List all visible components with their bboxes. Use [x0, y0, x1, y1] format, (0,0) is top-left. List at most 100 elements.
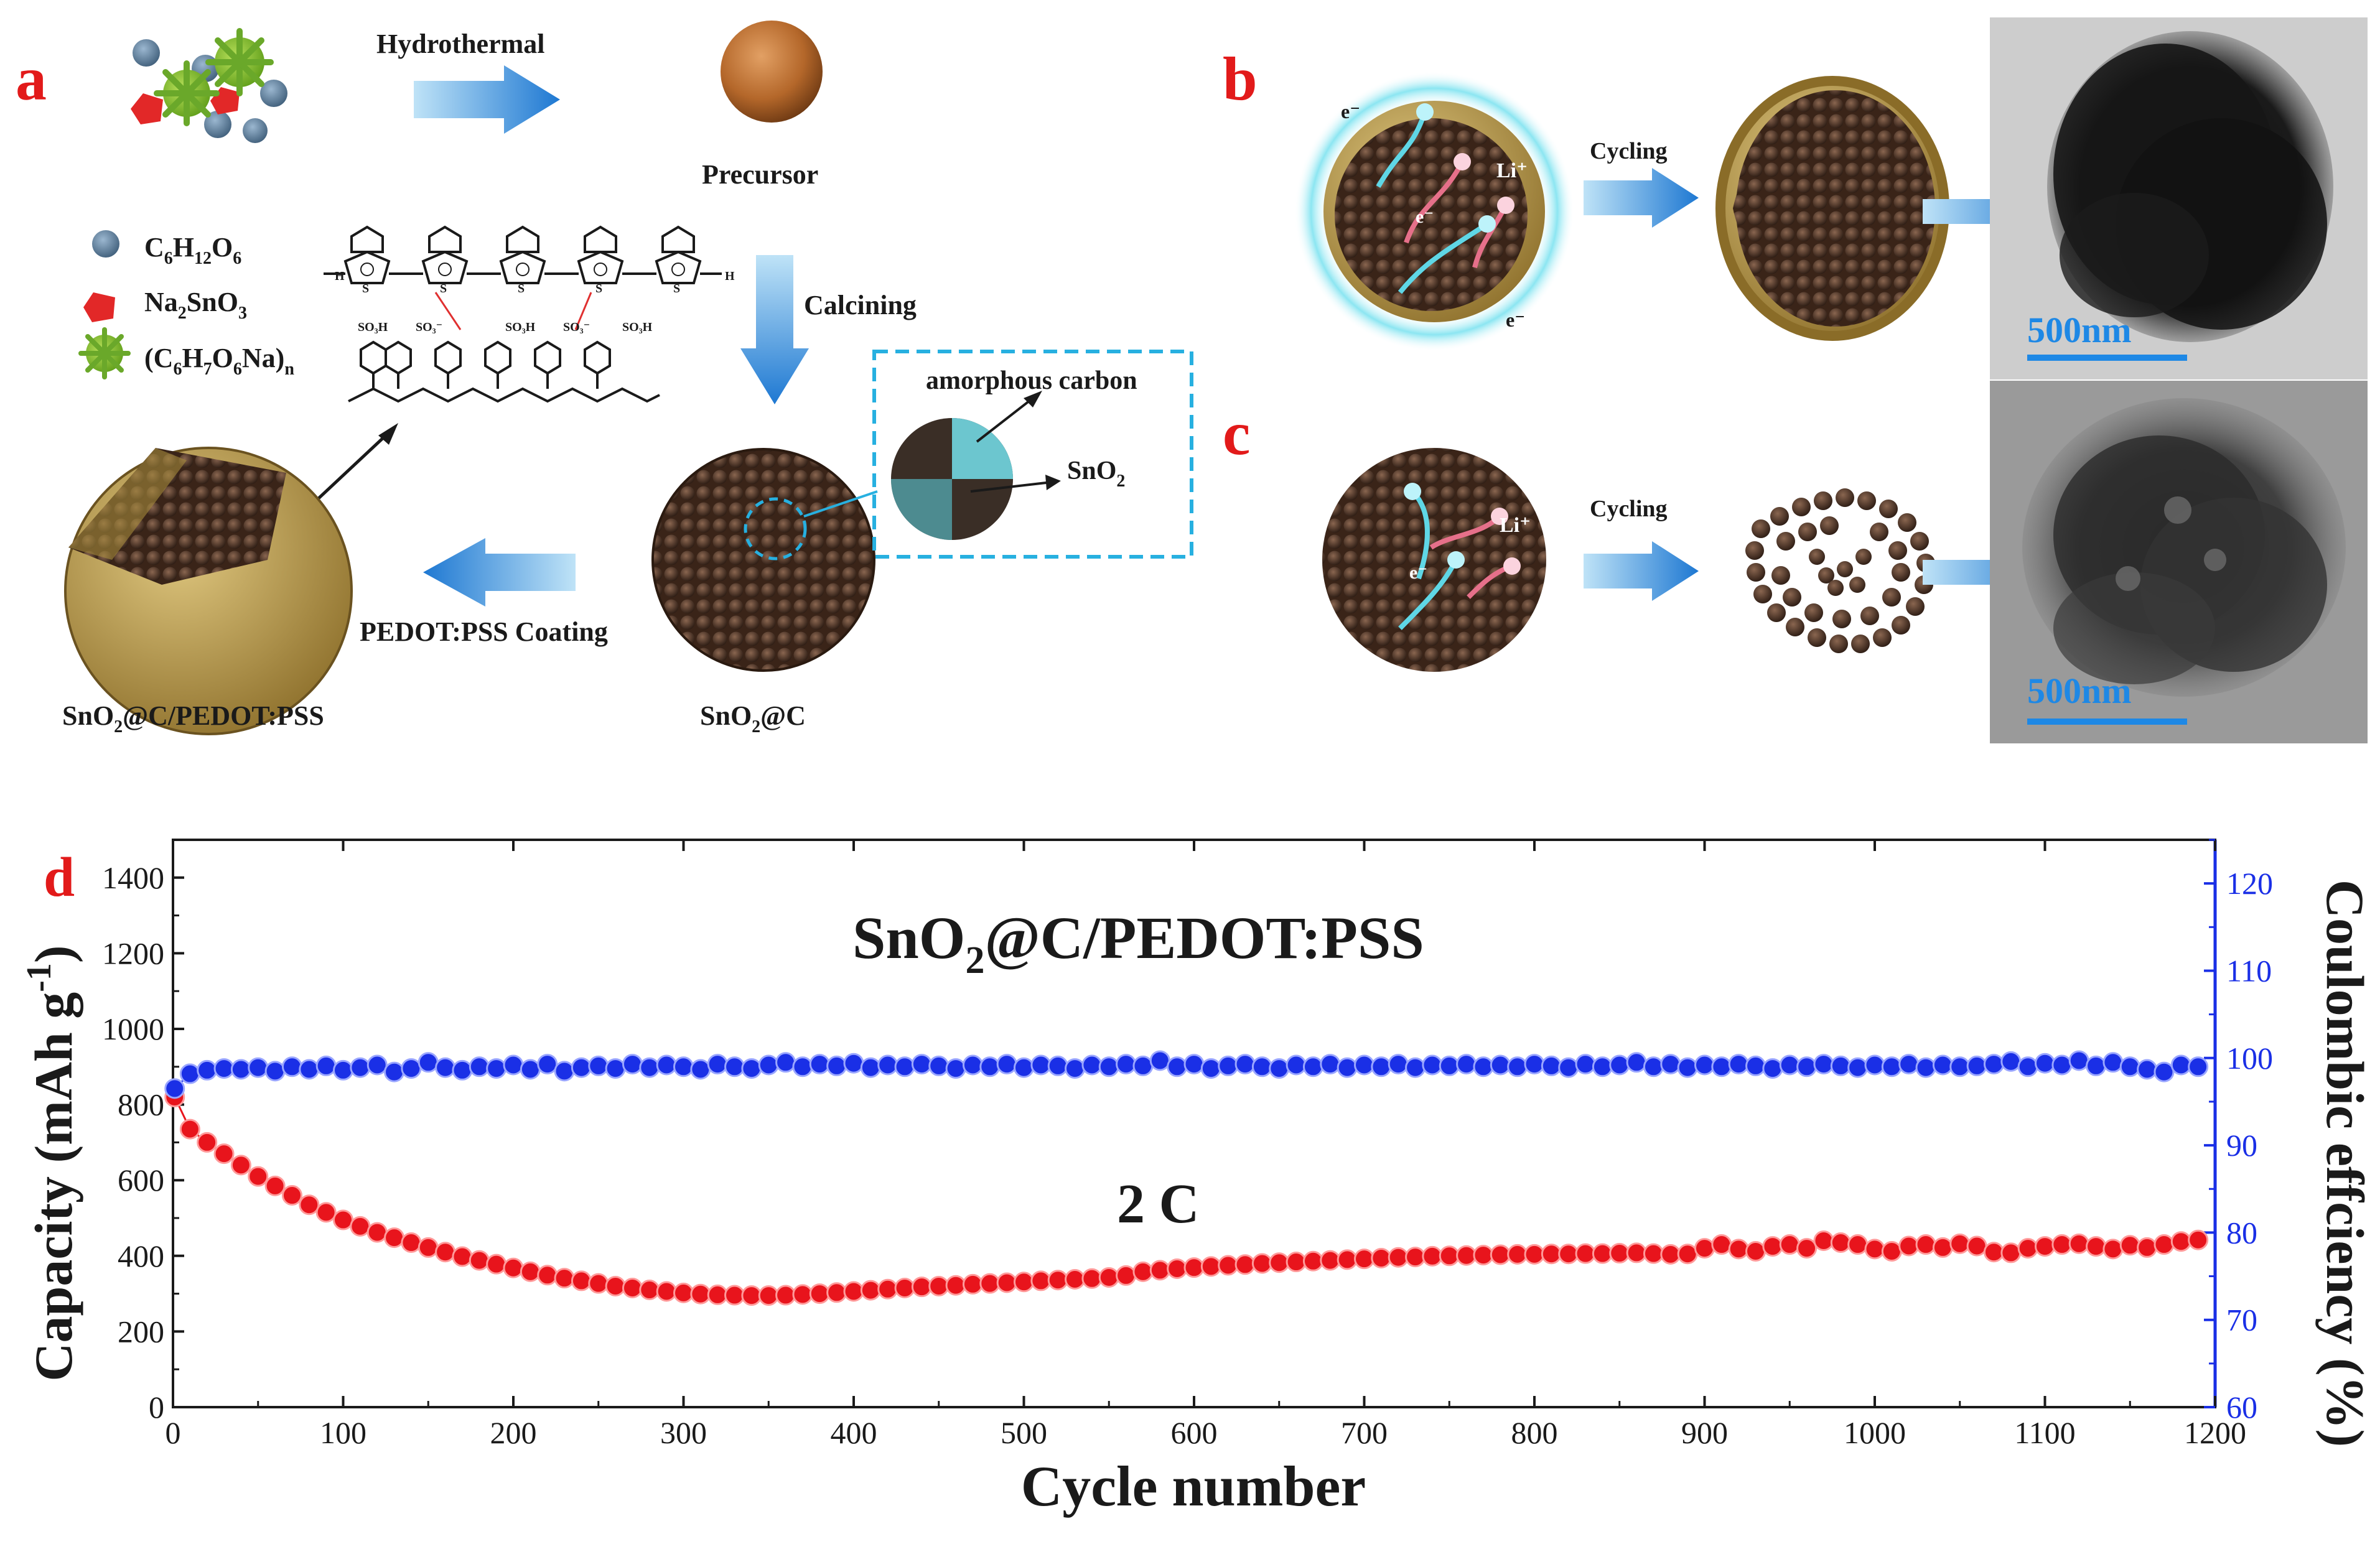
data-point: [1251, 1056, 1272, 1077]
data-point: [2068, 1050, 2089, 1071]
data-point: [1643, 1056, 1664, 1077]
data-point: [435, 1057, 456, 1078]
data-point: [1030, 1054, 1052, 1076]
data-point: [435, 1242, 456, 1263]
data-point: [1762, 1058, 1783, 1079]
data-point: [1609, 1243, 1630, 1264]
data-point: [1116, 1054, 1137, 1075]
data-point: [1507, 1244, 1528, 1265]
data-point: [1728, 1054, 1749, 1075]
sno2-pointer-head: [1045, 475, 1061, 490]
data-point: [1405, 1247, 1426, 1268]
data-point: [1456, 1054, 1477, 1075]
data-point: [2035, 1053, 2055, 1074]
data-point: [1269, 1058, 1290, 1079]
data-point: [452, 1059, 473, 1081]
data-point: [179, 1118, 200, 1140]
data-point: [1354, 1249, 1374, 1270]
hydrothermal-arrow: [414, 65, 560, 134]
panel-label-b: b: [1223, 44, 1258, 113]
data-point: [401, 1232, 422, 1253]
data-point: [281, 1185, 302, 1206]
data-point: [1813, 1054, 1834, 1075]
scalebar-label-b: 500nm: [2027, 310, 2132, 350]
data-point: [1354, 1054, 1374, 1076]
data-point: [1183, 1257, 1205, 1278]
data-point: [537, 1265, 558, 1286]
sno2-pointer: [970, 481, 1052, 493]
data-point: [1779, 1054, 1800, 1076]
data-point: [571, 1057, 592, 1078]
data-point: [639, 1280, 660, 1301]
final-coated-particle: [64, 447, 353, 735]
data-point: [1558, 1244, 1579, 1265]
data-point: [1711, 1056, 1732, 1077]
data-point: [1830, 1055, 1851, 1076]
data-point: [264, 1061, 286, 1082]
data-point: [1830, 1232, 1851, 1253]
data-point: [962, 1054, 983, 1076]
carbon-pointer-head: [1024, 391, 1042, 407]
data-point: [945, 1275, 966, 1296]
x-tick-label: 400: [831, 1415, 877, 1450]
alginate-icon: [78, 327, 131, 379]
panel-c-after: [1745, 488, 1935, 653]
data-point: [315, 1055, 337, 1076]
data-point: [1116, 1265, 1137, 1286]
data-point: [1796, 1238, 1818, 1259]
data-point: [758, 1285, 779, 1306]
data-point: [1745, 1055, 1766, 1076]
data-point: [230, 1155, 251, 1176]
data-point: [1320, 1250, 1341, 1271]
svg-text:SO₃H: SO₃H: [358, 320, 388, 334]
svg-text:SO₃⁻: SO₃⁻: [416, 320, 442, 334]
data-point: [1337, 1057, 1358, 1078]
data-point: [1626, 1242, 1647, 1263]
data-point: [979, 1056, 1001, 1077]
data-point: [1269, 1252, 1290, 1273]
data-point: [996, 1054, 1017, 1075]
sno2c-sphere: [651, 448, 875, 672]
electron-label-c: e⁻: [1409, 562, 1427, 583]
data-point: [1081, 1268, 1103, 1289]
x-tick-label: 800: [1511, 1415, 1558, 1450]
data-point: [1251, 1253, 1272, 1274]
x-tick-label: 700: [1341, 1415, 1388, 1450]
legend-alginate: (C6H7O6Na)n: [144, 343, 294, 379]
svg-text:S: S: [362, 282, 369, 295]
data-point: [418, 1237, 439, 1258]
data-point: [520, 1059, 541, 1080]
data-point: [1065, 1268, 1086, 1290]
data-point: [792, 1284, 813, 1305]
x-tick-label: 0: [166, 1415, 181, 1450]
data-point: [1626, 1052, 1647, 1073]
data-point: [1439, 1245, 1460, 1267]
data-point: [384, 1227, 405, 1249]
data-point: [826, 1282, 847, 1303]
data-point: [1490, 1244, 1511, 1265]
rate-annotation: 2 C: [1117, 1173, 1200, 1235]
data-point: [299, 1059, 320, 1080]
data-point: [2154, 1234, 2175, 1255]
data-point: [775, 1285, 796, 1306]
legend-stannate: Na2SnO3: [144, 287, 247, 323]
axis-ticks: 0 100 200 300 400 500 600 700 800 900 1000 1100 1200…: [102, 839, 2273, 1450]
y-left-tick-label: 1400: [102, 860, 164, 895]
data-point: [554, 1061, 575, 1082]
data-point: [213, 1143, 235, 1165]
data-point: [1575, 1054, 1596, 1075]
data-point: [1728, 1239, 1749, 1260]
data-point: [554, 1268, 575, 1289]
data-point: [2137, 1059, 2158, 1080]
y-right-tick-label: 70: [2226, 1303, 2257, 1337]
data-point: [1286, 1054, 1307, 1076]
y-left-tick-label: 1200: [102, 936, 164, 970]
data-point: [2188, 1056, 2209, 1077]
y-left-tick-label: 400: [118, 1239, 164, 1273]
data-point: [724, 1056, 745, 1077]
data-point: [588, 1055, 609, 1076]
chart-text: d SnO2@C/PEDOT:PSS 2 C Cycle number Capa…: [20, 847, 2375, 1518]
precursor-sphere: [721, 21, 823, 123]
data-point: [1456, 1245, 1477, 1266]
data-point: [452, 1246, 473, 1267]
